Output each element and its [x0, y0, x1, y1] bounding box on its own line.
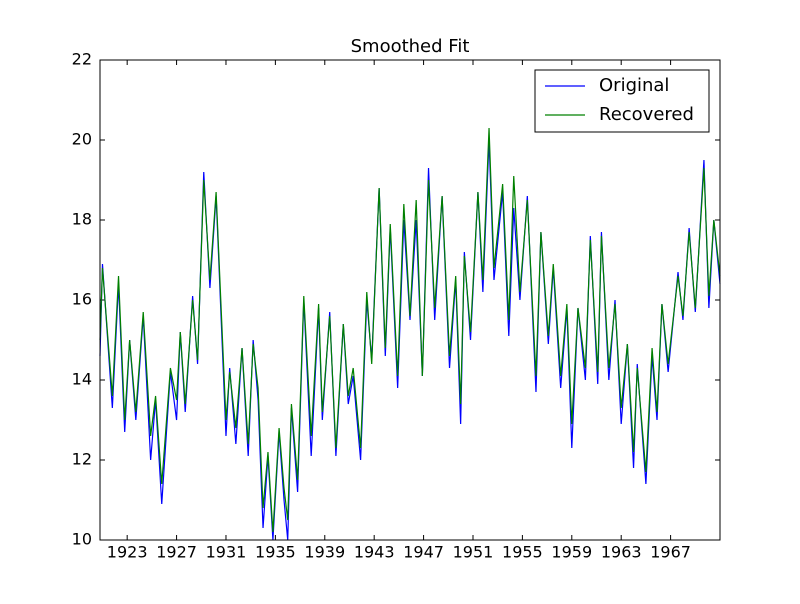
legend-label: Original — [599, 75, 669, 96]
x-tick-label: 1967 — [650, 543, 691, 562]
x-tick-label: 1931 — [206, 543, 247, 562]
y-tick-label: 16 — [72, 290, 92, 309]
plot-frame — [99, 59, 721, 541]
y-tick-label: 10 — [72, 530, 92, 549]
x-tick-label: 1935 — [255, 543, 296, 562]
x-tick-label: 1951 — [453, 543, 494, 562]
x-tick-label: 1963 — [601, 543, 642, 562]
legend-label: Recovered — [599, 104, 694, 125]
x-tick-label: 1923 — [107, 543, 148, 562]
chart-title: Smoothed Fit — [351, 36, 470, 57]
legend-box — [534, 69, 710, 133]
x-tick-label: 1943 — [354, 543, 395, 562]
x-tick-label: 1955 — [502, 543, 543, 562]
x-tick-label: 1939 — [304, 543, 345, 562]
x-tick-label: 1959 — [551, 543, 592, 562]
y-tick-label: 22 — [72, 50, 92, 69]
series-line — [99, 127, 721, 533]
y-tick-label: 18 — [72, 210, 92, 229]
y-tick-label: 14 — [72, 370, 92, 389]
y-tick-label: 20 — [72, 130, 92, 149]
x-tick-label: 1927 — [156, 543, 197, 562]
x-tick-label: 1947 — [403, 543, 444, 562]
y-tick-label: 12 — [72, 450, 92, 469]
